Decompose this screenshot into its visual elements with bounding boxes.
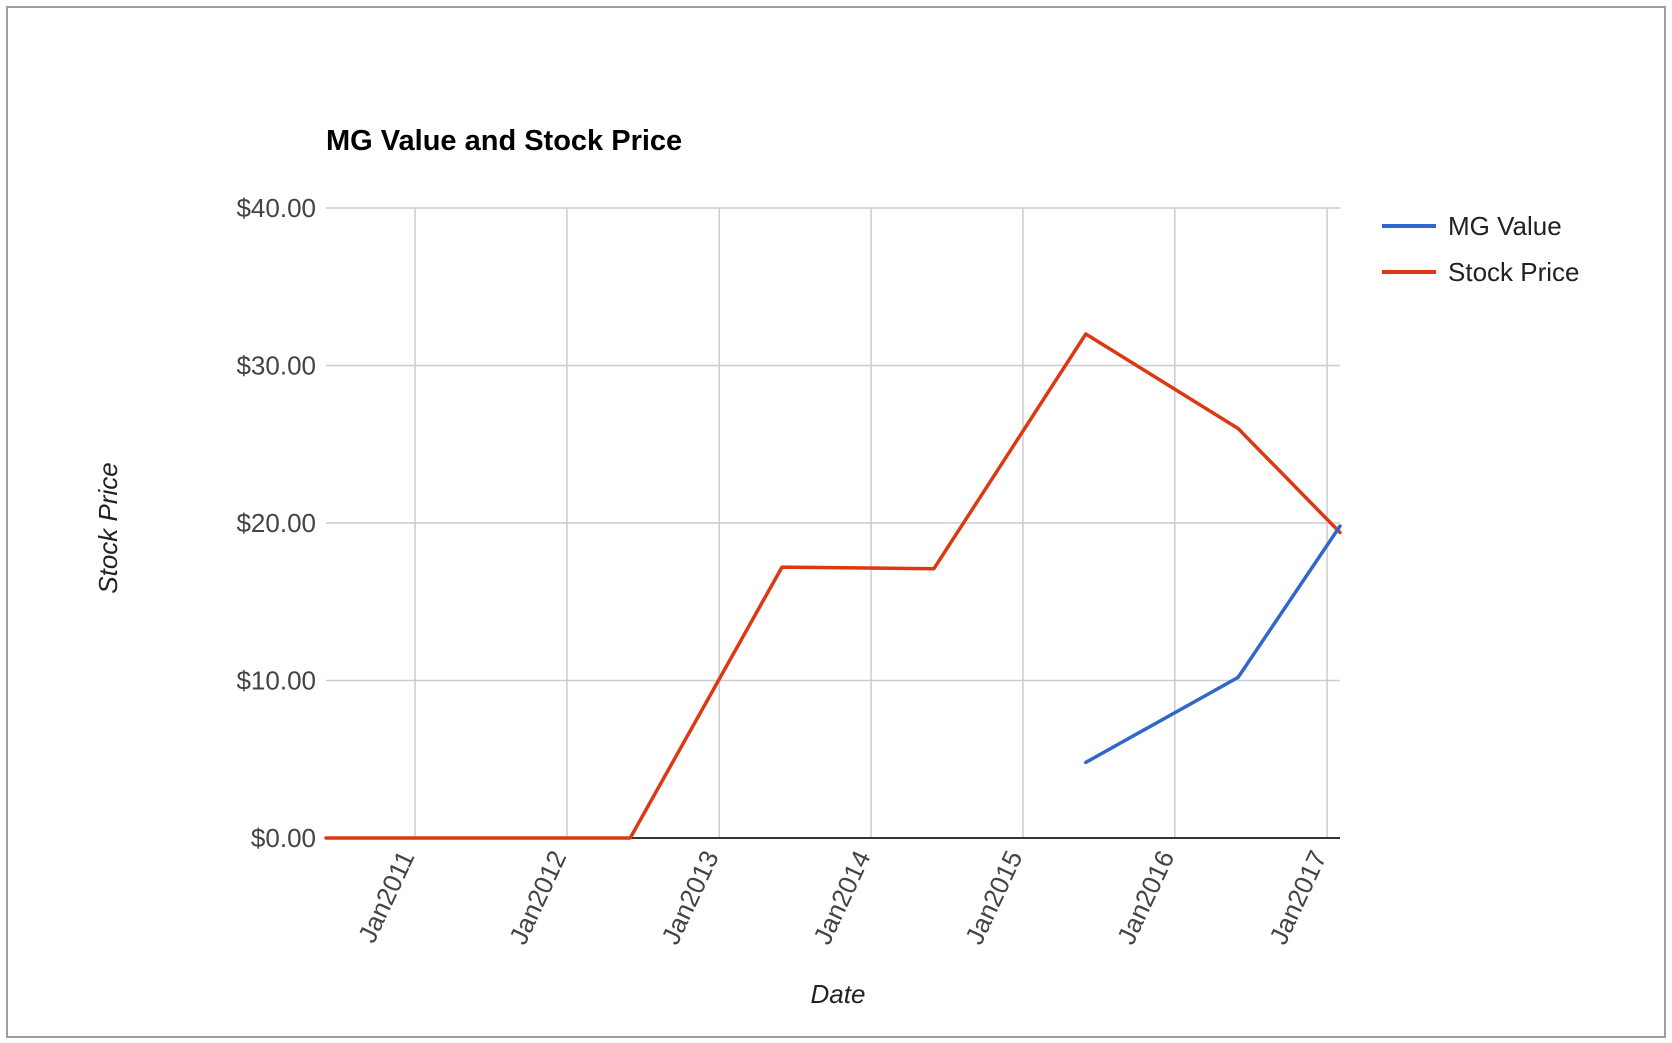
data-series [324,332,1342,840]
y-tick-label: $20.00 [236,508,316,538]
gridlines [326,207,1340,838]
legend-label-mg-value: MG Value [1448,211,1562,241]
y-tick-label: $10.00 [236,666,316,696]
chart-title: MG Value and Stock Price [326,125,682,157]
legend-label-stock-price: Stock Price [1448,257,1580,287]
y-tick-label: $40.00 [236,193,316,223]
x-tick-label: Jan2014 [807,846,876,949]
line-chart: $0.00 $10.00 $20.00 $30.00 $40.00 Jan2011 Jan2… [93,125,1580,1009]
x-tick-label: Jan2013 [655,846,724,949]
x-tick-label: Jan2017 [1263,846,1332,949]
x-tick-label: Jan2016 [1111,846,1180,949]
series-line-mg-value[interactable] [1084,524,1342,765]
series-line-stock-price[interactable] [324,332,1342,840]
x-axis-title: Date [811,979,866,1009]
chart-legend[interactable]: MG Value Stock Price [1382,211,1580,287]
x-tick-label: Jan2011 [352,846,421,947]
x-tick-label: Jan2015 [959,846,1028,949]
y-tick-label: $30.00 [236,351,316,381]
y-axis-title: Stock Price [93,462,123,594]
x-tick-label: Jan2012 [503,846,572,949]
y-tick-label: $0.00 [251,823,316,853]
chart-container[interactable]: $0.00 $10.00 $20.00 $30.00 $40.00 Jan2011 Jan2… [6,6,1666,1038]
